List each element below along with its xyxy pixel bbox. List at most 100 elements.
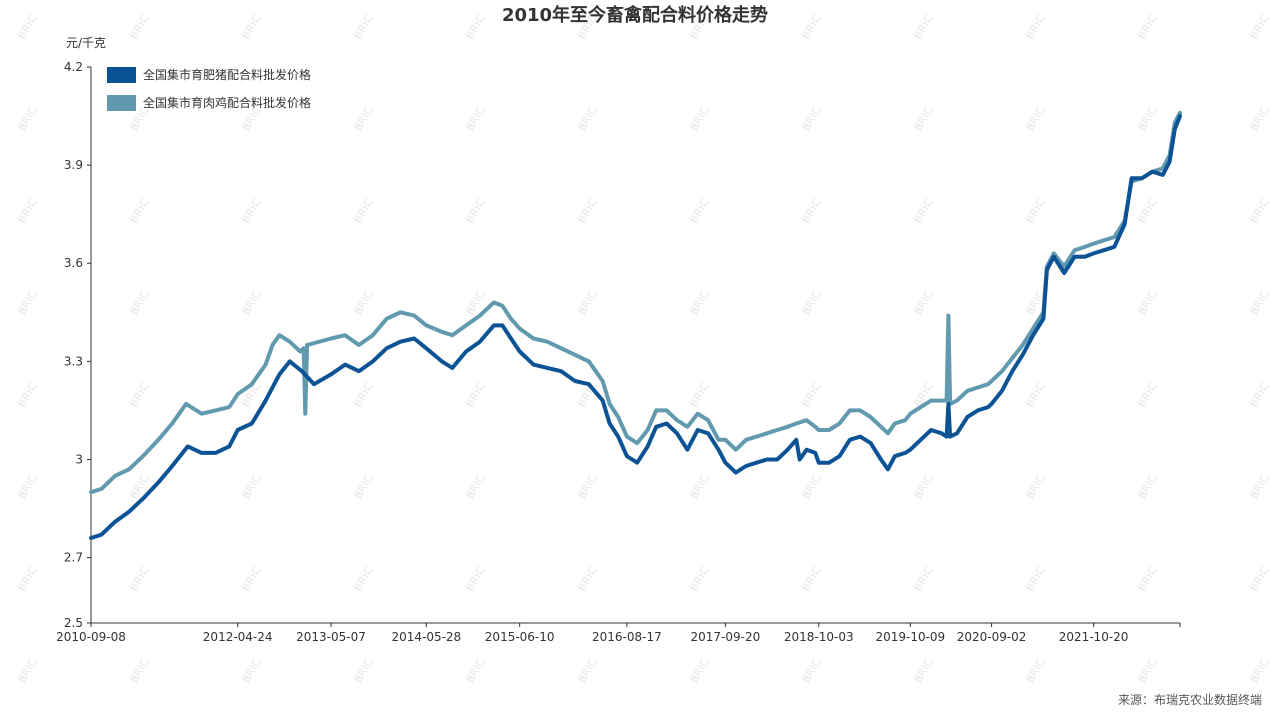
watermark-text: BRIC [351,472,375,501]
watermark-text: BRIC [911,472,935,501]
watermark-text: BRIC [127,656,151,685]
x-tick-label: 2017-09-20 [691,630,761,644]
watermark-text: BRIC [239,12,263,41]
y-tick-label: 3.6 [64,256,83,270]
watermark-text: BRIC [239,656,263,685]
watermark-text: BRIC [911,196,935,225]
watermark-text: BRIC [1023,196,1047,225]
source-label: 来源：布瑞克农业数据终端 [1118,692,1262,707]
series-layer [89,110,1182,540]
watermark-text: BRIC [1135,104,1159,133]
watermark-text: BRIC [351,12,375,41]
y-tick-label: 2.5 [64,616,83,630]
watermark-text: BRIC [15,288,39,317]
watermark-text: BRIC [1135,564,1159,593]
watermark-text: BRIC [127,472,151,501]
watermark-text: BRIC [575,104,599,133]
watermark-text: BRIC [1247,12,1270,41]
watermark-text: BRIC [1135,472,1159,501]
y-tick-label: 3.3 [64,354,83,368]
watermark-text: BRIC [15,564,39,593]
watermark-text: BRIC [1247,656,1270,685]
watermark-text: BRIC [1247,564,1270,593]
watermark-text: BRIC [911,564,935,593]
x-tick-label: 2014-05-28 [391,630,461,644]
watermark-text: BRIC [127,288,151,317]
watermark-text: BRIC [463,12,487,41]
watermark-text: BRIC [1247,288,1270,317]
watermark-text: BRIC [911,12,935,41]
watermark-text: BRIC [575,472,599,501]
watermark-text: BRIC [799,656,823,685]
watermark-layer: BRIC BRIC BRIC BRIC BRIC BRIC BRIC BRIC BRIC BRIC… [15,12,1270,685]
watermark-text: BRIC [799,104,823,133]
watermark-text: BRIC [463,380,487,409]
watermark-text: BRIC [351,380,375,409]
watermark-text: BRIC [351,104,375,133]
watermark-text: BRIC [687,472,711,501]
y-axis-unit-label: 元/千克 [66,36,106,50]
x-tick-label: 2012-04-24 [203,630,273,644]
watermark-text: BRIC [239,472,263,501]
watermark-text: BRIC [1135,196,1159,225]
watermark-text: BRIC [687,564,711,593]
legend-label-2: 全国集市育肉鸡配合料批发价格 [143,95,311,110]
watermark-text: BRIC [1135,380,1159,409]
watermark-text: BRIC [911,656,935,685]
watermark-text: BRIC [575,196,599,225]
watermark-text: BRIC [127,12,151,41]
x-tick-label: 2021-10-20 [1059,630,1129,644]
watermark-text: BRIC [687,288,711,317]
watermark-text: BRIC [911,288,935,317]
watermark-text: BRIC [1023,656,1047,685]
x-tick-label: 2013-05-07 [296,630,366,644]
watermark-text: BRIC [687,104,711,133]
watermark-text: BRIC [1135,288,1159,317]
watermark-text: BRIC [1023,472,1047,501]
watermark-text: BRIC [1135,656,1159,685]
series-line-1 [89,114,1182,540]
watermark-text: BRIC [15,380,39,409]
watermark-text: BRIC [463,656,487,685]
watermark-text: BRIC [1023,380,1047,409]
y-tick-label: 2.7 [64,551,83,565]
watermark-text: BRIC [1023,12,1047,41]
watermark-text: BRIC [799,196,823,225]
watermark-text: BRIC [1023,564,1047,593]
watermark-text: BRIC [911,104,935,133]
watermark-text: BRIC [687,656,711,685]
watermark-text: BRIC [575,288,599,317]
watermark-text: BRIC [799,380,823,409]
watermark-text: BRIC [799,288,823,317]
watermark-text: BRIC [15,656,39,685]
watermark-text: BRIC [1247,104,1270,133]
watermark-text: BRIC [15,196,39,225]
watermark-text: BRIC [1023,104,1047,133]
watermark-text: BRIC [687,380,711,409]
watermark-text: BRIC [799,564,823,593]
watermark-text: BRIC [463,196,487,225]
y-tick-label: 3 [75,452,83,466]
watermark-text: BRIC [15,472,39,501]
watermark-text: BRIC [351,196,375,225]
x-tick-label: 2018-10-03 [784,630,854,644]
watermark-text: BRIC [15,104,39,133]
x-tick-label: 2016-08-17 [592,630,662,644]
watermark-text: BRIC [127,564,151,593]
watermark-text: BRIC [239,564,263,593]
watermark-text: BRIC [239,288,263,317]
x-tick-label: 2019-10-09 [875,630,945,644]
x-tick-label: 2010-09-08 [56,630,126,644]
y-tick-label: 4.2 [64,60,83,74]
watermark-text: BRIC [15,12,39,41]
watermark-text: BRIC [575,656,599,685]
watermark-text: BRIC [351,564,375,593]
watermark-text: BRIC [799,472,823,501]
watermark-text: BRIC [1247,196,1270,225]
watermark-text: BRIC [127,196,151,225]
series-line-2 [89,110,1182,495]
watermark-text: BRIC [463,564,487,593]
chart-title: 2010年至今畜禽配合料价格走势 [502,4,768,26]
